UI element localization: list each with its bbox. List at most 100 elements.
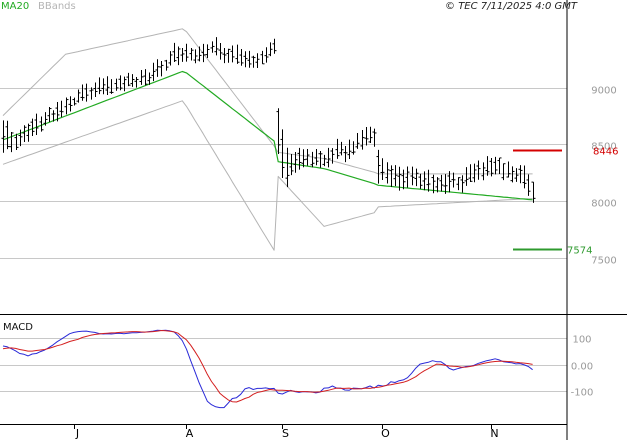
price-bar [397, 166, 402, 191]
price-bar [72, 97, 77, 106]
price-bar [285, 147, 290, 188]
price-bar [164, 59, 169, 71]
macd-panel-label: MACD [3, 322, 33, 333]
price-bar [443, 174, 448, 194]
price-bar [343, 146, 348, 163]
price-bar [355, 132, 360, 149]
price-bar [239, 49, 244, 66]
price-bar [280, 129, 285, 179]
support-label: 7574 [567, 246, 592, 257]
price-y-tick-label: 8500 [591, 142, 616, 153]
price-bar [89, 87, 94, 100]
macd-y-tick-labels: 100 0.00 -100 [571, 335, 594, 399]
price-bar [335, 138, 340, 159]
price-bar [318, 151, 323, 168]
price-bar [155, 59, 160, 77]
price-bar [214, 37, 219, 56]
price-bar [322, 154, 327, 167]
price-bar [385, 162, 390, 184]
price-bar [93, 82, 98, 97]
price-bar [39, 116, 44, 132]
price-bar [393, 165, 398, 187]
price-bar [222, 48, 227, 64]
price-bar [481, 162, 486, 181]
price-bar [414, 168, 419, 187]
price-bar [389, 165, 394, 187]
price-bar [97, 77, 102, 95]
price-bar [456, 177, 461, 191]
price-bar [134, 76, 139, 88]
price-bar [326, 147, 331, 168]
price-bar [276, 108, 281, 154]
price-bar [431, 174, 436, 194]
signal-line [2, 330, 533, 403]
price-bar [489, 158, 494, 177]
price-bar [460, 175, 465, 193]
price-bar [297, 147, 302, 170]
price-y-tick-label: 7500 [591, 256, 616, 267]
price-bar [510, 166, 515, 183]
price-bar [472, 163, 477, 183]
price-bar [189, 48, 194, 61]
price-bar [301, 149, 306, 168]
price-bar [201, 43, 206, 63]
ma20-path [2, 70, 533, 201]
bollinger-bands [2, 28, 533, 251]
x-tick-label: S [282, 427, 289, 440]
price-bar [151, 62, 156, 82]
price-y-tick-labels: 9000 8500 8000 7500 [591, 86, 616, 267]
price-bar [126, 72, 131, 87]
price-bar [26, 123, 31, 142]
price-bar [9, 132, 14, 153]
price-bar [101, 78, 106, 95]
macd-y-tick-label: 0.00 [571, 362, 593, 373]
price-bar [305, 148, 310, 166]
copyright-label: © TEC 7/11/2025 4:0 GMT [445, 1, 578, 12]
price-bar [168, 51, 173, 66]
price-bar [447, 171, 452, 193]
price-bar [347, 139, 352, 159]
price-bar [247, 50, 252, 68]
price-bar [172, 42, 177, 62]
price-bar [235, 44, 240, 64]
price-bar [330, 148, 335, 164]
price-bar [147, 72, 152, 85]
price-bar [364, 127, 369, 146]
price-bar [30, 118, 35, 137]
price-bar [289, 153, 294, 176]
price-bar [18, 129, 23, 147]
price-bar [435, 177, 440, 193]
macd-y-tick-label: 100 [572, 335, 591, 346]
price-bar [497, 157, 502, 175]
price-bar [176, 46, 181, 66]
price-bar [34, 113, 39, 135]
price-bar [226, 48, 231, 63]
price-bar [310, 151, 315, 168]
price-bar [47, 106, 52, 122]
price-bar [501, 163, 506, 181]
price-bar [360, 129, 365, 150]
bbands-lower-line [2, 100, 533, 251]
price-bar [210, 41, 215, 53]
x-tick-label: O [381, 427, 390, 440]
price-bar [76, 89, 81, 103]
price-bar [260, 50, 265, 65]
price-bar [439, 174, 444, 192]
price-bar [314, 148, 319, 166]
macd-lines [2, 329, 533, 409]
price-bar [64, 97, 69, 115]
price-bar [55, 101, 60, 122]
price-bar [368, 126, 373, 143]
price-bar [122, 76, 127, 92]
price-bar [518, 165, 523, 184]
price-bar [197, 46, 202, 62]
x-tick-label: J [75, 427, 79, 440]
price-bar [114, 78, 119, 91]
price-level-markers: 8446 7574 [513, 147, 618, 257]
price-bar [251, 55, 256, 68]
price-bar [68, 96, 73, 112]
price-bar [376, 149, 381, 184]
price-bar [230, 45, 235, 63]
price-bar [405, 166, 410, 188]
